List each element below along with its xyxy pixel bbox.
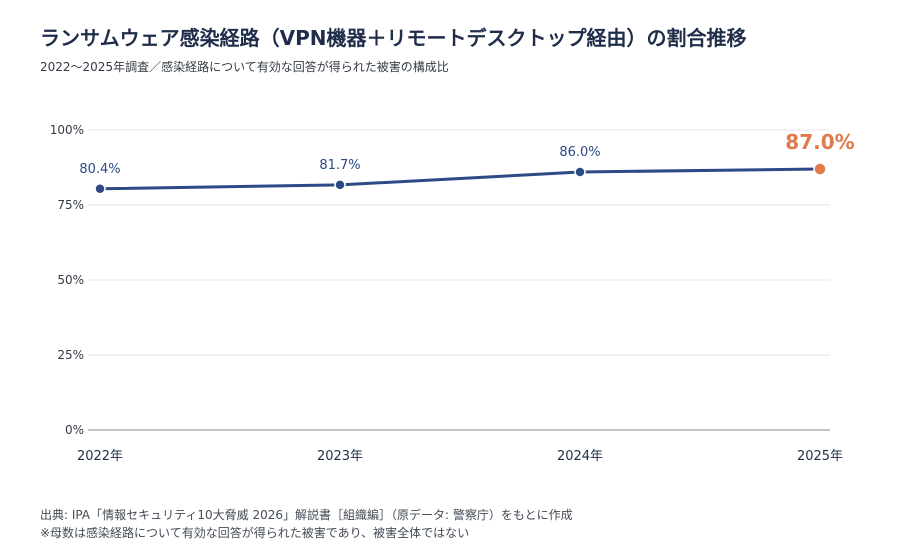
data-points: [94, 162, 827, 195]
x-tick-label: 2023年: [317, 449, 363, 464]
y-tick-label: 25%: [57, 348, 84, 362]
data-label: 80.4%: [79, 162, 120, 177]
x-tick-label: 2024年: [557, 449, 603, 464]
y-tick-label: 75%: [57, 198, 84, 212]
series-line-layer: [98, 167, 822, 191]
chart-subtitle: 2022〜2025年調査／感染経路について有効な回答が得られた被害の構成比: [40, 60, 449, 74]
x-tick-label: 2025年: [797, 449, 843, 464]
chart-footer: 出典: IPA「情報セキュリティ10大脅威 2026」解説書［組織編］（原データ…: [40, 506, 573, 542]
source-note: 出典: IPA「情報セキュリティ10大脅威 2026」解説書［組織編］（原データ…: [40, 508, 573, 522]
data-label: 86.0%: [559, 145, 600, 160]
data-point: [574, 166, 586, 178]
data-label: 81.7%: [319, 158, 360, 173]
footnote: ※母数は感染経路について有効な回答が得られた被害であり、被害全体ではない: [40, 526, 470, 540]
grid-lines: [88, 129, 830, 431]
data-point: [334, 179, 346, 191]
x-axis-ticks: 2022年 2023年 2024年 2025年: [77, 449, 843, 464]
highlight-data-label: 87.0%: [785, 130, 854, 154]
y-tick-label: 50%: [57, 273, 84, 287]
x-tick-label: 2022年: [77, 449, 123, 464]
y-tick-label: 100%: [50, 123, 84, 137]
series-line: [98, 167, 822, 191]
y-tick-label: 0%: [65, 423, 84, 437]
data-point: [94, 183, 106, 195]
highlight-data-point: [813, 162, 827, 176]
y-axis-ticks: 0% 25% 50% 75% 100%: [50, 123, 84, 437]
chart-title: ランサムウェア感染経路（VPN機器＋リモートデスクトップ経由）の割合推移: [40, 26, 747, 50]
data-labels: 80.4% 81.7% 86.0% 87.0%: [79, 130, 854, 177]
